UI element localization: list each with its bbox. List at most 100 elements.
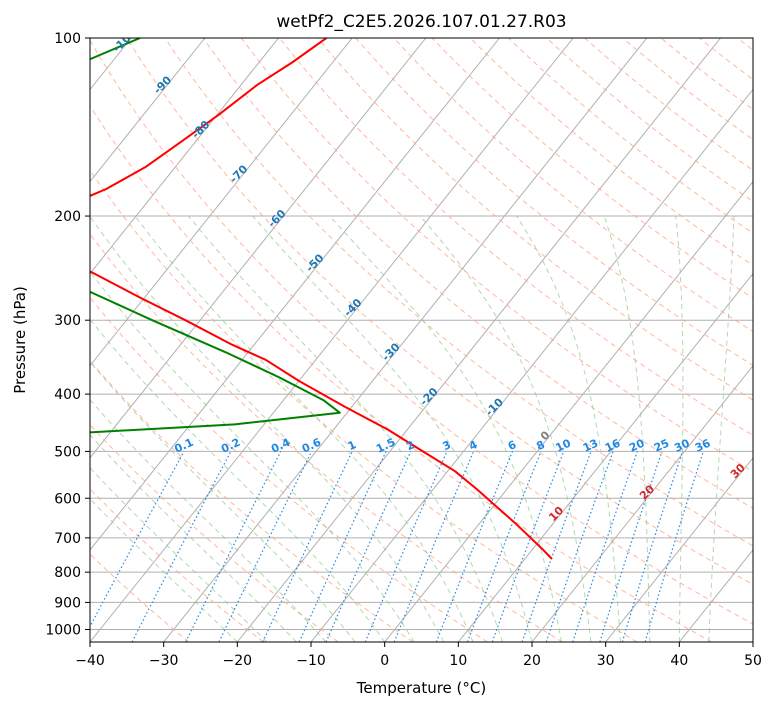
dry-adiabat-line [737,38,753,51]
mixing-ratio-label: 16 [603,436,623,454]
y-tick-label: 200 [54,209,81,225]
isotherm-label: -70 [227,162,250,185]
dry-adiabat-line [698,38,753,81]
y-tick-label: 800 [54,565,81,581]
mixing-ratio-label: 13 [581,437,600,455]
y-axis-ticks: 100 200 300 400 500 600 700 800 900 1000 [45,31,90,638]
isotherm-line [678,549,753,642]
dewpoint-profile-line [90,38,341,434]
isotherm-line [310,88,753,642]
moist-adiabat-line [90,360,356,642]
x-tick-label: −10 [296,653,326,669]
mixing-ratio-line [599,451,663,642]
mixing-ratio-line [262,451,353,642]
moist-adiabat-line [675,215,684,642]
dry-adiabat-line [90,423,339,642]
mixing-ratio-line [131,451,232,642]
moist-adiabat-line [329,215,562,642]
isotherm-line [236,38,721,642]
x-tick-label: −20 [223,653,253,669]
moist-adiabat-line [419,215,592,642]
mixing-ratio-line [545,451,614,642]
dry-adiabats [90,38,753,642]
mixing-ratio-label: 30 [672,436,692,454]
dry-adiabat-line [317,38,753,401]
x-tick-label: 30 [597,653,615,669]
x-axis-label: Temperature (°C) [356,679,486,697]
isotherm-label: -10 [483,395,506,418]
moist-adiabat-line [90,434,297,642]
x-tick-label: 0 [380,653,389,669]
dry-adiabat-line [355,38,753,367]
isotherm-label: 20 [637,482,657,502]
dry-adiabat-line [90,39,753,625]
chart-title: wetPf2_C2E5.2026.107.01.27.R03 [276,12,566,32]
mixing-ratio-label: 0.4 [269,436,292,456]
isotherm-label: 10 [546,504,566,524]
mixing-ratio-lines [90,451,704,642]
isotherm-label: -30 [379,340,402,363]
isotherm-line [752,641,753,642]
mixing-ratio-label: 36 [693,436,713,454]
moist-adiabat-line [90,467,268,642]
plot-frame [89,37,754,643]
mixing-ratio-label: 10 [554,436,574,454]
mixing-ratio-line [621,451,684,642]
moist-adiabat-line [134,215,474,642]
dry-adiabat-line [546,38,753,203]
mixing-ratio-label: 0.1 [172,436,195,456]
dry-adiabat-line [279,38,753,437]
dry-adiabat-line [164,38,753,547]
dry-adiabat-line [90,233,563,642]
dry-adiabat-line [431,38,753,299]
dry-adiabat-line [90,169,638,642]
x-tick-label: 10 [449,653,467,669]
isotherm-line [384,180,753,642]
x-tick-label: −30 [149,653,179,669]
isotherm-label: -90 [151,73,174,96]
isotherm-label: -50 [303,251,326,274]
mixing-ratio-line [435,451,514,642]
x-tick-label: 50 [744,653,762,669]
mixing-ratio-label: 0.6 [300,435,323,455]
mixing-ratio-label: 25 [652,437,671,455]
y-tick-label: 600 [54,491,81,507]
x-axis-ticks: −40 −30 −20 −10 0 10 20 30 40 50 [75,642,762,669]
dry-adiabat-line [126,38,753,586]
isotherm-label: -20 [417,385,440,408]
isotherm-line [163,38,648,642]
dry-adiabat-line [240,38,753,473]
mixing-ratio-line [185,451,282,642]
dry-adiabat-line [469,38,753,266]
moist-adiabat-line [188,215,503,642]
moist-adiabat-line [708,215,735,642]
isotherm-line [457,272,753,642]
mixing-ratio-label: 6 [506,438,519,453]
dry-adiabat-line [202,38,753,509]
isotherm-line [90,38,427,459]
dry-adiabat-line [90,105,712,642]
isotherm-label: -60 [265,207,288,230]
mixing-ratio-line [364,451,448,642]
plot-area: 0.1 0.2 0.4 0.6 1 1.5 2 3 4 6 8 10 13 16 20 25 30 36-100-… [90,38,753,642]
dry-adiabat-line [393,38,753,333]
dry-adiabat-line [90,296,488,642]
mixing-ratio-line [325,451,412,642]
isotherm-line [90,38,206,183]
moist-adiabat-line [252,215,533,642]
temperature-profile-line [90,38,553,560]
isotherm-line [605,457,753,642]
mixing-ratio-line [90,451,185,628]
isotherm-line [90,38,500,551]
y-tick-label: 300 [54,313,81,329]
mixing-ratio-line [644,451,704,642]
mixing-ratio-line [393,451,475,642]
mixing-ratio-label: 1.5 [374,436,397,456]
y-tick-label: 900 [54,595,81,611]
mixing-ratio-label: 20 [627,436,647,454]
mixing-ratio-line [466,451,542,642]
y-tick-label: 700 [54,531,81,547]
isotherm-label: 30 [728,461,748,481]
y-tick-label: 1000 [45,622,81,638]
